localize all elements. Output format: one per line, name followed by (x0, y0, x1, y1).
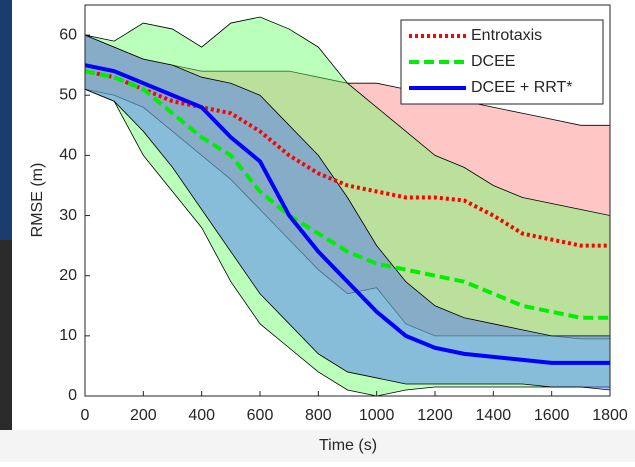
x-tick-label: 800 (305, 407, 332, 424)
legend-label: Entrotaxis (471, 27, 542, 44)
x-tick-label: 1400 (476, 407, 512, 424)
y-tick-label: 0 (68, 387, 77, 404)
x-tick-label: 0 (81, 407, 90, 424)
x-tick-label: 600 (247, 407, 274, 424)
x-tick-label: 1600 (534, 407, 570, 424)
y-tick-label: 40 (59, 147, 77, 164)
y-tick-label: 20 (59, 267, 77, 284)
x-tick-label: 1000 (359, 407, 395, 424)
x-tick-label: 1200 (417, 407, 453, 424)
legend-label: DCEE (471, 53, 515, 70)
side-image-dark (0, 240, 12, 430)
x-tick-label: 400 (188, 407, 215, 424)
y-tick-label: 30 (59, 207, 77, 224)
legend-label: DCEE + RRT* (471, 79, 573, 96)
x-tick-label: 200 (130, 407, 157, 424)
y-axis-label: RMSE (m) (29, 163, 46, 238)
x-axis-label: Time (s) (319, 437, 377, 454)
footer-strip (0, 430, 635, 462)
x-tick-label: 1800 (592, 407, 628, 424)
y-tick-label: 10 (59, 327, 77, 344)
y-tick-label: 60 (59, 26, 77, 43)
y-tick-label: 50 (59, 86, 77, 103)
chart: Time (s) RMSE (m) 0200400600800100012001… (0, 0, 635, 462)
